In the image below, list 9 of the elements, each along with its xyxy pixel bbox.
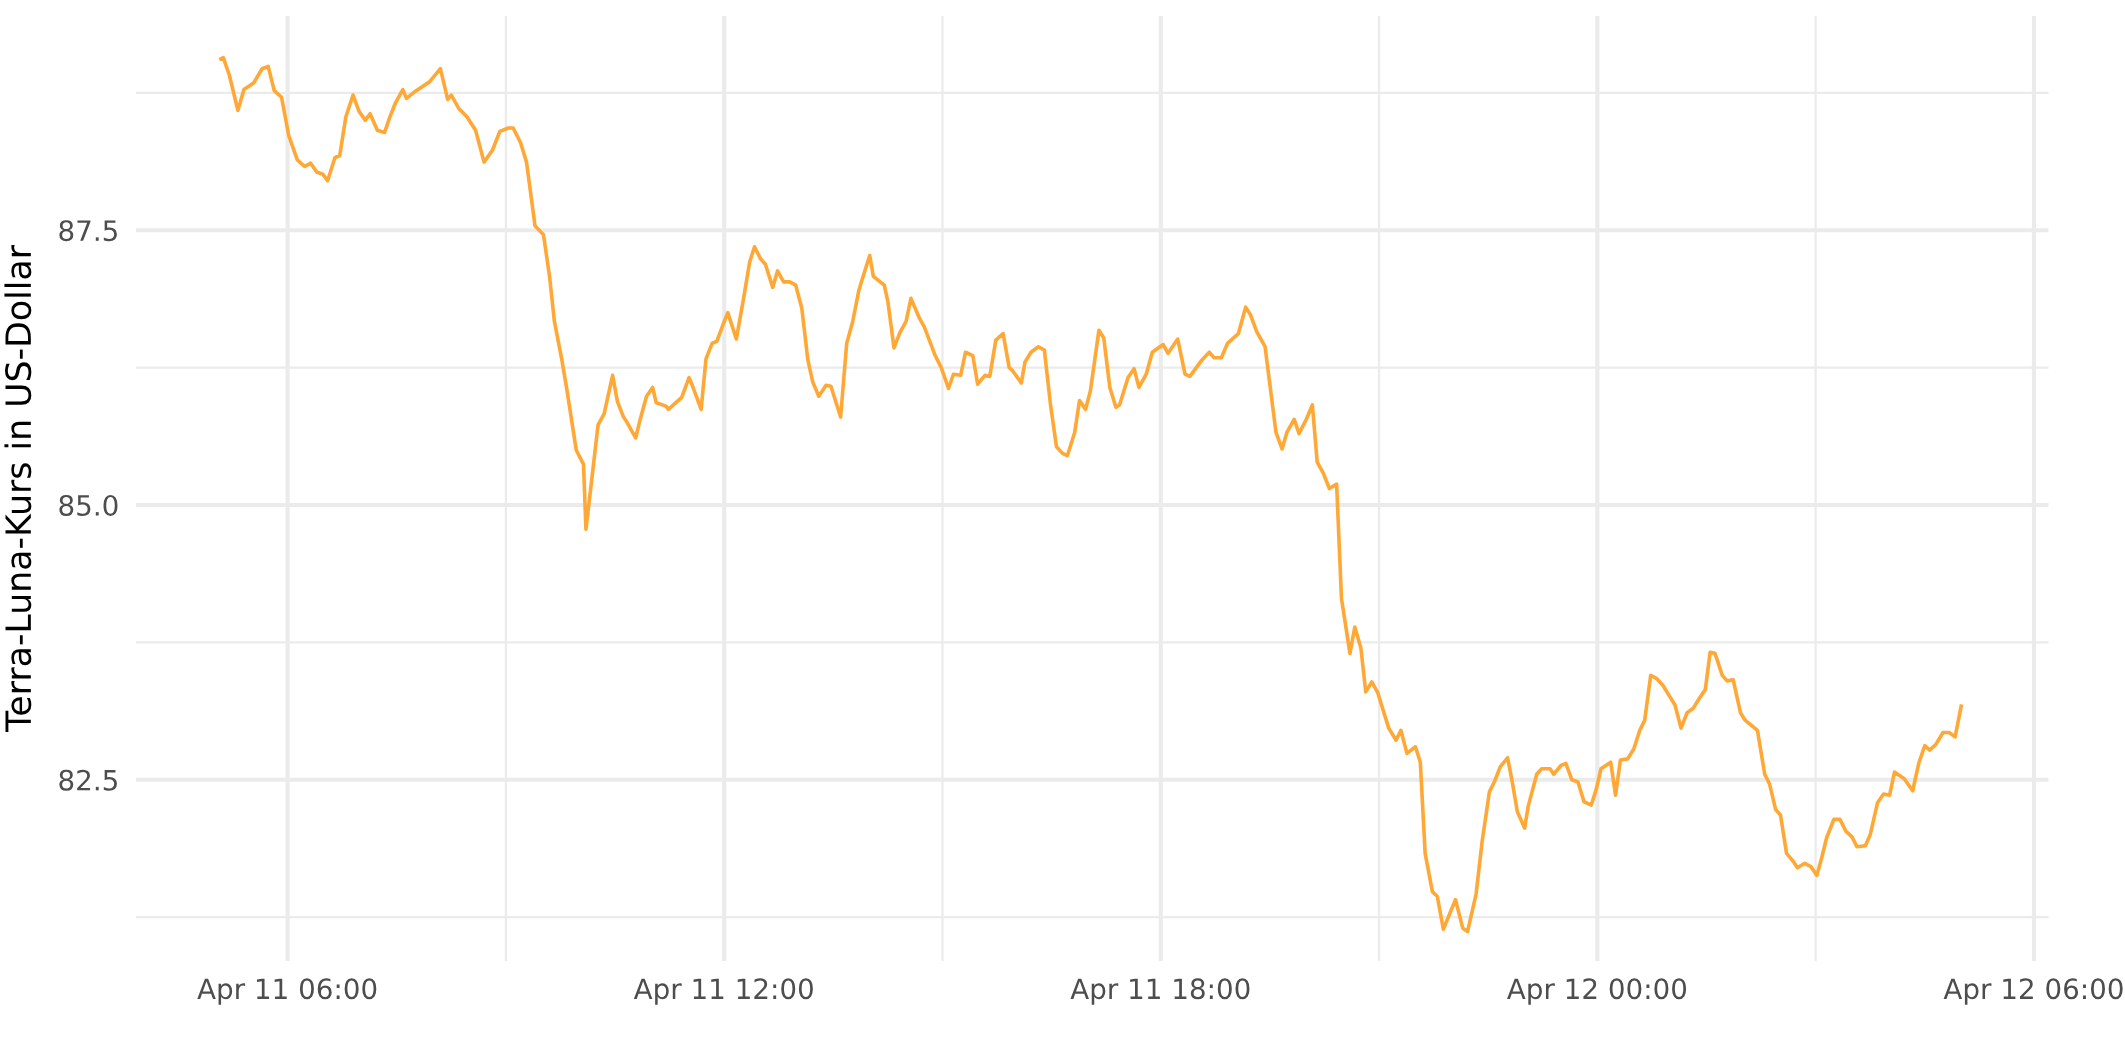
x-tick-label: Apr 11 06:00 (197, 978, 377, 1005)
x-tick-label: Apr 12 00:00 (1507, 978, 1687, 1005)
y-tick-label: 82.5 (59, 769, 117, 791)
x-tick-label: Apr 11 18:00 (1070, 978, 1250, 1005)
x-tick-label: Apr 12 06:00 (1943, 978, 2123, 1005)
y-tick-label: 87.5 (59, 220, 117, 242)
x-tick-label: Apr 11 12:00 (633, 978, 813, 1005)
y-tick-label: 85.0 (59, 494, 118, 516)
y-axis-title: Terra-Luna-Kurs in US-Dollar (4, 245, 32, 733)
